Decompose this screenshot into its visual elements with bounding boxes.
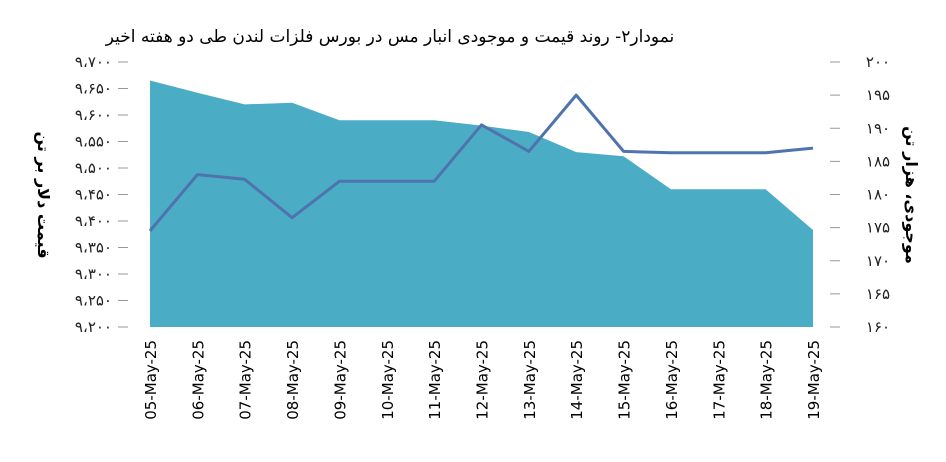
right-tick-label: ۱۷۵ — [866, 219, 890, 237]
x-tick-label: 19-May-25 — [805, 340, 823, 420]
right-axis-ticks: ۱۶۰ ۱۶۵ ۱۷۰ ۱۷۵ ۱۸۰ ۱۸۵ ۱۹۰ ۱۹۵ ۲۰۰ — [830, 53, 890, 336]
left-tick-label: ۹،۴۵۰ — [75, 186, 112, 204]
right-tick-label: ۲۰۰ — [866, 53, 890, 71]
chart-title: نمودار۲- روند قیمت و موجودی انبار مس در … — [105, 27, 675, 47]
x-tick-label: 09-May-25 — [331, 340, 349, 420]
x-tick-label: 16-May-25 — [663, 340, 681, 420]
price-line-layer — [148, 93, 814, 232]
right-tick-label: ۱۷۰ — [866, 252, 890, 270]
left-tick-label: ۹،۵۵۰ — [75, 133, 112, 151]
x-tick-label: 08-May-25 — [284, 340, 302, 420]
left-tick-label: ۹،۶۵۰ — [75, 80, 112, 98]
x-tick-label: 17-May-25 — [710, 340, 728, 420]
x-tick-label: 10-May-25 — [379, 340, 397, 420]
inventory-area — [150, 80, 813, 327]
x-tick-label: 15-May-25 — [616, 340, 634, 420]
left-tick-label: ۹،۶۰۰ — [75, 106, 112, 124]
left-tick-label: ۹،۲۵۰ — [75, 292, 112, 310]
x-tick-label: 12-May-25 — [474, 340, 492, 420]
left-tick-label: ۹،۷۰۰ — [75, 53, 112, 71]
left-axis-ticks: ۹،۲۰۰ ۹،۲۵۰ ۹،۳۰۰ ۹،۳۵۰ ۹،۴۰۰ ۹،۴۵۰ ۹،۵۰۰ ۹،۵۵۰… — [75, 53, 128, 336]
left-tick-label: ۹،۵۰۰ — [75, 159, 112, 177]
right-tick-label: ۱۹۰ — [866, 119, 890, 137]
x-tick-label: 11-May-25 — [426, 340, 444, 420]
right-tick-label: ۱۶۵ — [866, 285, 890, 303]
x-tick-label: 05-May-25 — [142, 340, 160, 420]
left-tick-label: ۹،۲۰۰ — [75, 318, 112, 336]
x-tick-label: 06-May-25 — [189, 340, 207, 420]
right-axis-title: موجودی، هزار تن — [902, 126, 921, 264]
x-tick-label: 07-May-25 — [237, 340, 255, 420]
right-tick-label: ۱۶۰ — [866, 318, 890, 336]
left-tick-label: ۹،۳۰۰ — [75, 265, 112, 283]
x-tick-label: 14-May-25 — [568, 340, 586, 420]
left-tick-label: ۹،۴۰۰ — [75, 212, 112, 230]
right-tick-label: ۱۸۵ — [866, 152, 890, 170]
right-tick-label: ۱۹۵ — [866, 86, 890, 104]
price-line — [148, 93, 814, 232]
x-axis-ticks: 05-May-25 06-May-25 07-May-25 08-May-25 09-M… — [142, 340, 823, 420]
left-axis-title: قیمت دلار بر تن — [34, 131, 53, 258]
left-tick-label: ۹،۳۵۰ — [75, 239, 112, 257]
right-tick-label: ۱۸۰ — [866, 186, 890, 204]
inventory-area-layer — [150, 80, 813, 327]
x-tick-label: 18-May-25 — [758, 340, 776, 420]
x-tick-label: 13-May-25 — [521, 340, 539, 420]
